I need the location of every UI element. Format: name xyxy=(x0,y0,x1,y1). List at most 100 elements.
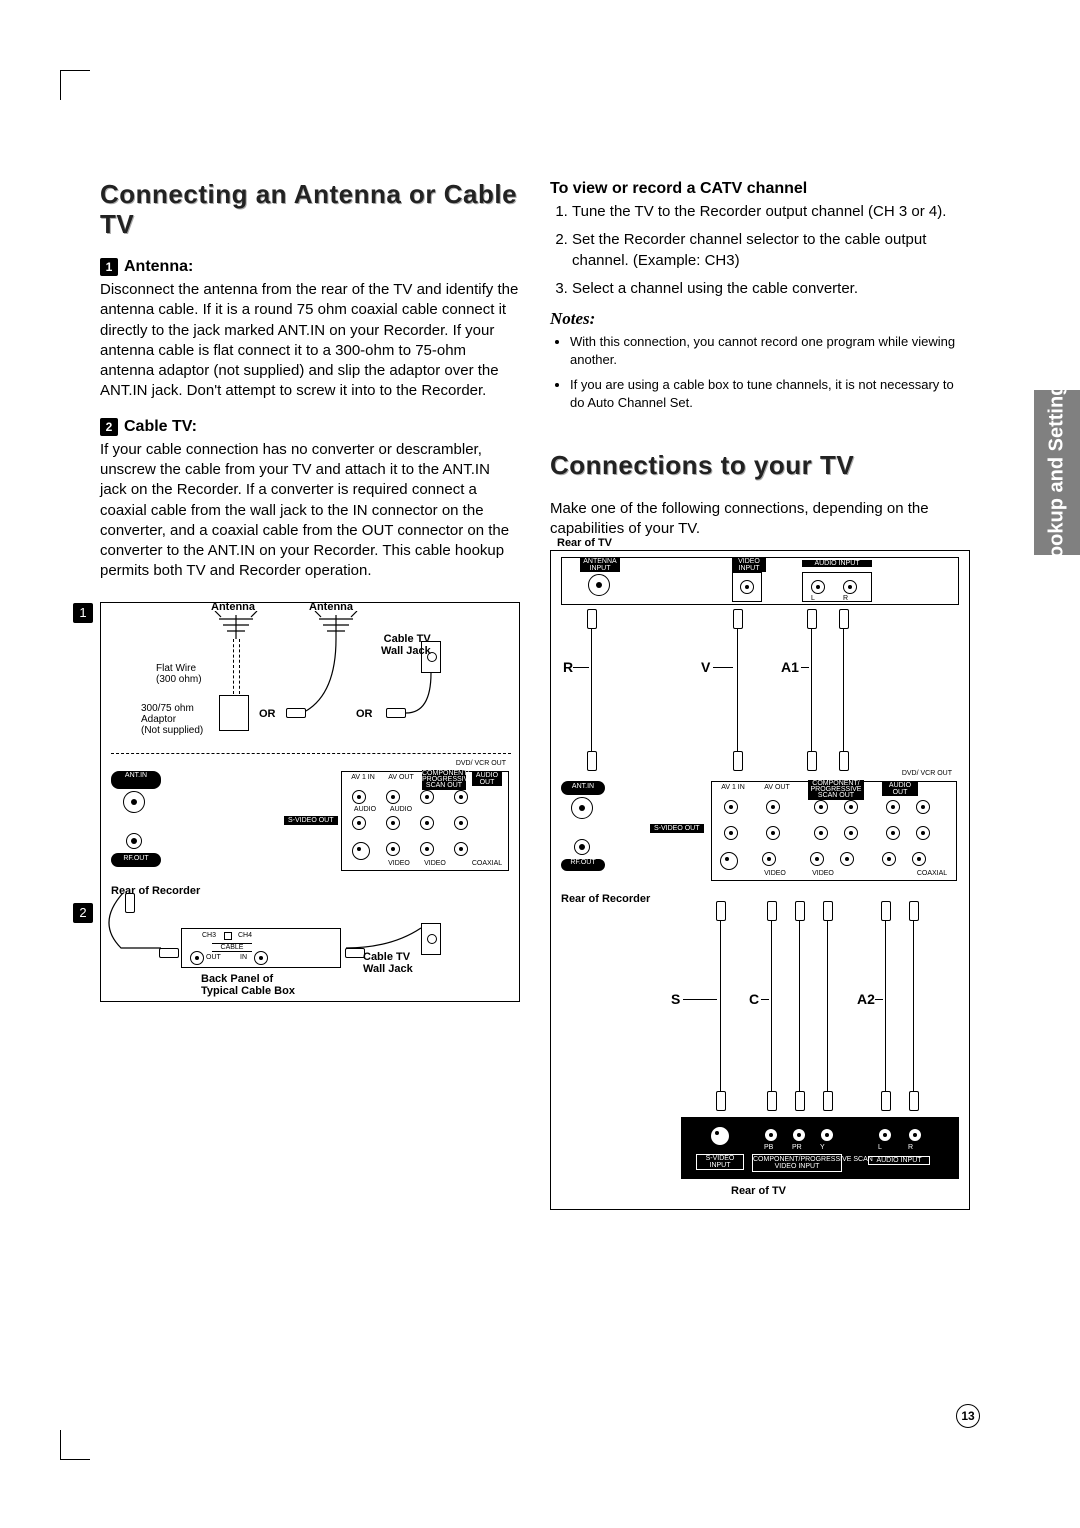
t-l2: L xyxy=(878,1144,882,1151)
t-r: R xyxy=(843,595,848,602)
t-comp2: COMPONENT/ PROGRESSIVE SCAN OUT xyxy=(808,780,864,800)
heading-cabletv-text: Cable TV: xyxy=(124,418,197,435)
t-cable: CABLE xyxy=(212,943,252,952)
dia1-badge2: 2 xyxy=(73,903,93,923)
lbl-rear-recorder2: Rear of Recorder xyxy=(561,893,650,905)
plug1 xyxy=(286,708,306,718)
line-V xyxy=(737,629,738,769)
pC2b xyxy=(795,1091,805,1111)
walljack-2 xyxy=(421,923,441,955)
big-C: C xyxy=(749,991,759,1007)
tv-v-box xyxy=(732,572,762,602)
pSb xyxy=(716,1091,726,1111)
t-antinput: ANTENNA INPUT xyxy=(580,558,620,572)
tv-ant-port xyxy=(588,574,610,596)
dia1-badge1: 1 xyxy=(73,603,93,623)
t-y: Y xyxy=(820,1144,825,1151)
pS xyxy=(716,901,726,921)
page-number: 13 xyxy=(956,1404,980,1428)
t-pb: PB xyxy=(764,1144,773,1151)
line-A1b xyxy=(843,629,844,769)
lC1 xyxy=(771,921,772,1101)
port-rfout2 xyxy=(574,839,590,855)
lbl-walljack1: Cable TV Wall Jack xyxy=(381,633,431,657)
plug2 xyxy=(386,708,406,718)
lbl-av1in: AV 1 IN xyxy=(348,774,378,781)
note-1: With this connection, you cannot record … xyxy=(570,333,970,368)
badge-1: 1 xyxy=(100,258,118,276)
title-connections-tv: Connections to your TV xyxy=(550,451,970,481)
heading-antenna: 1 Antenna: xyxy=(100,258,520,276)
hl-A2 xyxy=(875,999,883,1000)
adaptor-box xyxy=(219,695,249,731)
port-rfout xyxy=(126,833,142,849)
pA2b xyxy=(909,901,919,921)
pC3 xyxy=(823,901,833,921)
tv-bottom-panel: S-VIDEO INPUT PB PR Y COMPONENT/PROGRESS… xyxy=(681,1117,959,1179)
port-bank-1: DVD/ VCR OUT AV 1 IN AV OUT COMPONENT/ P… xyxy=(341,771,509,871)
t-audio2: AUDIO xyxy=(386,806,416,813)
plug-cb-r xyxy=(345,948,365,958)
t-coax: COAXIAL xyxy=(470,860,504,867)
badge-2: 2 xyxy=(100,418,118,436)
lbl-component: COMPONENT/ PROGRESSIVE SCAN OUT xyxy=(422,770,466,790)
lC3 xyxy=(827,921,828,1101)
plug-r-bot xyxy=(587,751,597,771)
lbl-rfout2: RF.OUT xyxy=(561,859,605,871)
lS xyxy=(720,921,721,1101)
recorder-panel-2: ANT.IN RF.OUT DVD/ VCR OUT AV 1 IN AV OU… xyxy=(561,781,959,891)
tv-top-panel: ANTENNA INPUT VIDEO INPUT AUDIO INPUT L … xyxy=(561,557,959,605)
lbl-walljack2: Cable TV Wall Jack xyxy=(363,951,413,975)
lbl-svideo: S-VIDEO OUT xyxy=(284,816,338,825)
t-video1: VIDEO xyxy=(384,860,414,867)
pC1 xyxy=(767,901,777,921)
t-compin: COMPONENT/PROGRESSIVE SCAN VIDEO INPUT xyxy=(752,1154,842,1172)
flatwire-line2 xyxy=(239,639,240,694)
lbl-antin: ANT.IN xyxy=(111,771,161,789)
diagram-antenna-cable: 1 2 Antenna Antenna Cable TV Wall Jack F… xyxy=(100,602,520,1002)
lbl-avout: AV OUT xyxy=(386,774,416,781)
t-aout2: AUDIO OUT xyxy=(882,782,918,796)
t-r2: R xyxy=(908,1144,913,1151)
lbl-reartv-top: Rear of TV xyxy=(557,537,612,549)
lbl-or2: OR xyxy=(356,708,373,720)
t-audio1: AUDIO xyxy=(350,806,380,813)
plug-v-bot xyxy=(733,751,743,771)
big-A1: A1 xyxy=(781,659,799,675)
lbl-backpanel: Back Panel of Typical Cable Box xyxy=(201,973,295,997)
lbl-flatwire: Flat Wire (300 ohm) xyxy=(156,663,202,685)
recorder-panel-1: ANT.IN RF.OUT DVD/ VCR OUT AV 1 IN AV OU… xyxy=(111,771,511,881)
big-V: V xyxy=(701,659,710,675)
antenna-icon-1 xyxy=(211,611,261,639)
notes-heading: Notes: xyxy=(550,309,970,329)
step-1: Tune the TV to the Recorder output chann… xyxy=(572,202,970,222)
pA2a xyxy=(881,901,891,921)
sw xyxy=(224,932,232,940)
big-R: R xyxy=(563,659,573,675)
t-l: L xyxy=(811,595,815,602)
crop-mark-bl xyxy=(60,1430,90,1460)
step-3: Select a channel using the cable convert… xyxy=(572,279,970,299)
heading-antenna-text: Antenna: xyxy=(124,258,193,275)
t-ainput: AUDIO INPUT xyxy=(802,560,872,567)
lbl-dvdvcr2: DVD/ VCR OUT xyxy=(902,770,952,777)
t-pr: PR xyxy=(792,1144,802,1151)
connections-body: Make one of the following connections, d… xyxy=(550,499,970,540)
pC3b xyxy=(823,1091,833,1111)
t-in: IN xyxy=(240,954,247,961)
t-video2: VIDEO xyxy=(420,860,450,867)
cablebox-panel: CH3 CH4 CABLE OUT IN xyxy=(181,928,341,968)
port-antin xyxy=(123,791,145,813)
plug-cb-l xyxy=(159,948,179,958)
t-svideo2: S-VIDEO OUT xyxy=(650,824,704,833)
line-A1a xyxy=(811,629,812,769)
port-antin2 xyxy=(571,797,593,819)
plug-v-top xyxy=(733,609,743,629)
tv-coax: COAXIAL xyxy=(912,870,952,877)
heading-catv: To view or record a CATV channel xyxy=(550,180,970,198)
plug-r-top xyxy=(587,609,597,629)
step-2: Set the Recorder channel selector to the… xyxy=(572,230,970,271)
t-out: OUT xyxy=(206,954,221,961)
catv-steps: Tune the TV to the Recorder output chann… xyxy=(550,202,970,299)
plug-a1l-bot xyxy=(807,751,817,771)
